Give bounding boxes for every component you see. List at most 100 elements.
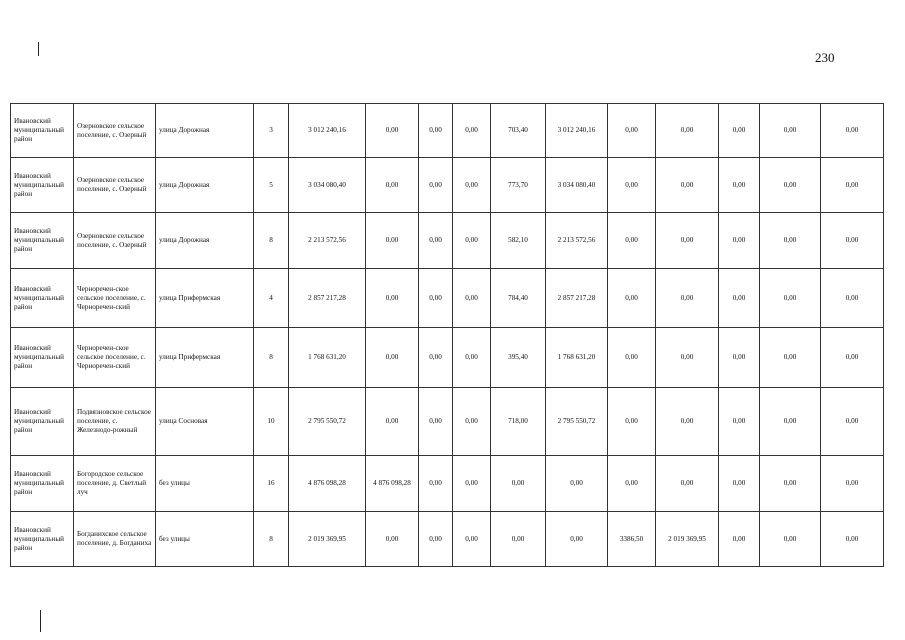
cell-district: Ивановский муниципальный район bbox=[10, 268, 74, 328]
cell-house: 16 bbox=[253, 455, 289, 512]
cell-district: Ивановский муниципальный район bbox=[10, 103, 74, 158]
page-number: 230 bbox=[815, 50, 835, 65]
cell-c14: 0,00 bbox=[759, 387, 821, 456]
cell-c10: 2 213 572,56 bbox=[545, 212, 608, 269]
cell-c12: 0,00 bbox=[655, 103, 719, 158]
cell-c15: 0,00 bbox=[820, 268, 884, 328]
cell-c7: 0,00 bbox=[418, 103, 453, 158]
cell-total: 3 012 240,16 bbox=[288, 103, 366, 158]
cell-c15: 0,00 bbox=[820, 511, 884, 567]
cell-c14: 0,00 bbox=[759, 212, 821, 269]
cell-c8: 0,00 bbox=[452, 212, 491, 269]
cell-settlement: Озерновское сельское поселение, с. Озерн… bbox=[73, 157, 156, 213]
cell-c10: 2 795 550,72 bbox=[545, 387, 608, 456]
cell-c10: 3 034 080,40 bbox=[545, 157, 608, 213]
cell-c7: 0,00 bbox=[418, 157, 453, 213]
cell-c13: 0,00 bbox=[718, 511, 760, 567]
cell-district: Ивановский муниципальный район bbox=[10, 157, 74, 213]
cell-settlement: Подвязновское сельское поселение, с. Жел… bbox=[73, 387, 156, 456]
cell-c6: 0,00 bbox=[365, 212, 419, 269]
table-row: Ивановский муниципальный район Озерновско… bbox=[10, 103, 884, 158]
cell-c14: 0,00 bbox=[759, 157, 821, 213]
cell-c12: 0,00 bbox=[655, 268, 719, 328]
cell-house: 8 bbox=[253, 327, 289, 388]
cell-total: 1 768 631,20 bbox=[288, 327, 366, 388]
table-row: Ивановский муниципальный район Озерновско… bbox=[10, 212, 884, 269]
table-row: Ивановский муниципальный район Богородско… bbox=[10, 455, 884, 512]
cell-area: 582,10 bbox=[490, 212, 546, 269]
cell-c6: 0,00 bbox=[365, 511, 419, 567]
cell-c12: 0,00 bbox=[655, 327, 719, 388]
cell-street: улица Прифермская bbox=[155, 268, 254, 328]
cell-c7: 0,00 bbox=[418, 268, 453, 328]
cell-district: Ивановский муниципальный район bbox=[10, 327, 74, 388]
data-table: Ивановский муниципальный район Озерновско… bbox=[10, 103, 884, 567]
scan-mark bbox=[40, 610, 41, 632]
cell-c10: 1 768 631,20 bbox=[545, 327, 608, 388]
cell-district: Ивановский муниципальный район bbox=[10, 511, 74, 567]
cell-c8: 0,00 bbox=[452, 511, 491, 567]
cell-c10: 0,00 bbox=[545, 455, 608, 512]
cell-settlement: Озерновское сельское поселение, с. Озерн… bbox=[73, 212, 156, 269]
cell-c11: 3386,50 bbox=[607, 511, 656, 567]
cell-area: 0,00 bbox=[490, 455, 546, 512]
cell-c14: 0,00 bbox=[759, 327, 821, 388]
cell-house: 8 bbox=[253, 212, 289, 269]
cell-c11: 0,00 bbox=[607, 157, 656, 213]
cell-street: без улицы bbox=[155, 455, 254, 512]
cell-c6: 0,00 bbox=[365, 157, 419, 213]
cell-c14: 0,00 bbox=[759, 103, 821, 158]
cell-c15: 0,00 bbox=[820, 387, 884, 456]
cell-c8: 0,00 bbox=[452, 387, 491, 456]
cell-c13: 0,00 bbox=[718, 268, 760, 328]
cell-total: 4 876 098,28 bbox=[288, 455, 366, 512]
cell-c14: 0,00 bbox=[759, 268, 821, 328]
cell-c7: 0,00 bbox=[418, 455, 453, 512]
cell-c8: 0,00 bbox=[452, 327, 491, 388]
cell-area: 0,00 bbox=[490, 511, 546, 567]
cell-street: без улицы bbox=[155, 511, 254, 567]
cell-c7: 0,00 bbox=[418, 387, 453, 456]
cell-total: 2 213 572,56 bbox=[288, 212, 366, 269]
cell-district: Ивановский муниципальный район bbox=[10, 455, 74, 512]
cell-c8: 0,00 bbox=[452, 157, 491, 213]
table-row: Ивановский муниципальный район Озерновско… bbox=[10, 157, 884, 213]
cell-area: 718,00 bbox=[490, 387, 546, 456]
cell-total: 3 034 080,40 bbox=[288, 157, 366, 213]
cell-street: улица Сосновая bbox=[155, 387, 254, 456]
cell-area: 773,70 bbox=[490, 157, 546, 213]
cell-district: Ивановский муниципальный район bbox=[10, 387, 74, 456]
cell-c10: 0,00 bbox=[545, 511, 608, 567]
cell-c11: 0,00 bbox=[607, 455, 656, 512]
cell-street: улица Дорожная bbox=[155, 212, 254, 269]
cell-c7: 0,00 bbox=[418, 511, 453, 567]
cell-house: 5 bbox=[253, 157, 289, 213]
cell-c13: 0,00 bbox=[718, 387, 760, 456]
cell-c15: 0,00 bbox=[820, 157, 884, 213]
cell-c15: 0,00 bbox=[820, 212, 884, 269]
cell-c8: 0,00 bbox=[452, 455, 491, 512]
cell-area: 395,40 bbox=[490, 327, 546, 388]
cell-c11: 0,00 bbox=[607, 268, 656, 328]
cell-c13: 0,00 bbox=[718, 212, 760, 269]
cell-area: 784,40 bbox=[490, 268, 546, 328]
cell-c12: 0,00 bbox=[655, 157, 719, 213]
cell-house: 4 bbox=[253, 268, 289, 328]
cell-house: 3 bbox=[253, 103, 289, 158]
cell-c10: 3 012 240,16 bbox=[545, 103, 608, 158]
cell-district: Ивановский муниципальный район bbox=[10, 212, 74, 269]
cell-c12: 2 019 369,95 bbox=[655, 511, 719, 567]
cell-c6: 0,00 bbox=[365, 268, 419, 328]
table-row: Ивановский муниципальный район Черноречен… bbox=[10, 268, 884, 328]
cell-c14: 0,00 bbox=[759, 511, 821, 567]
cell-c15: 0,00 bbox=[820, 455, 884, 512]
cell-c11: 0,00 bbox=[607, 387, 656, 456]
cell-c13: 0,00 bbox=[718, 327, 760, 388]
cell-c6: 0,00 bbox=[365, 387, 419, 456]
cell-c13: 0,00 bbox=[718, 103, 760, 158]
cell-c13: 0,00 bbox=[718, 455, 760, 512]
cell-c15: 0,00 bbox=[820, 327, 884, 388]
cell-settlement: Богданихское сельское поселение, д. Богд… bbox=[73, 511, 156, 567]
cell-total: 2 019 369,95 bbox=[288, 511, 366, 567]
cell-settlement: Черноречен-ское сельское поселение, с. Ч… bbox=[73, 268, 156, 328]
